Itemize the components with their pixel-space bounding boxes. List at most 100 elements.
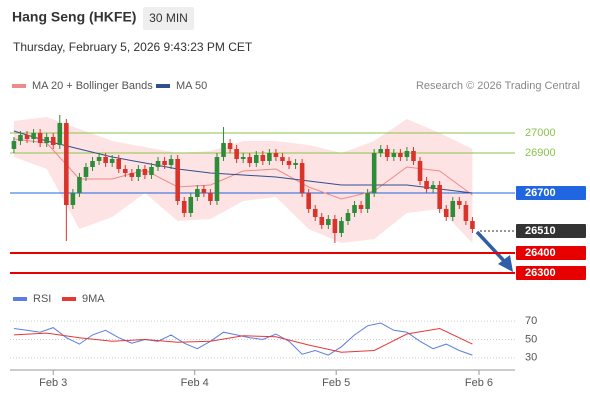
candle-body [142, 169, 148, 175]
candle-body [443, 209, 449, 217]
candle-body [103, 157, 108, 163]
level-label: 26700 [525, 187, 556, 199]
candle-body [391, 153, 397, 157]
candle-body [273, 153, 279, 157]
candle-body [136, 169, 141, 177]
candle-body [129, 173, 135, 177]
candle-body [450, 201, 456, 217]
candle-body [463, 205, 469, 221]
candle-body [162, 161, 167, 165]
ma-line [13, 138, 473, 200]
level-box [516, 246, 586, 260]
candle-body [149, 167, 154, 175]
candle-body [116, 159, 122, 169]
candle-body [18, 135, 23, 141]
candle-body [57, 123, 63, 145]
candle-body [424, 181, 429, 189]
candle-body [214, 157, 220, 201]
candle-body [286, 161, 292, 165]
last-price-box [516, 224, 586, 238]
x-tick-label: Feb 6 [465, 377, 493, 389]
candle-body [44, 137, 49, 143]
candle-body [437, 185, 442, 209]
candle-body [122, 169, 128, 173]
candle-body [234, 149, 239, 159]
candle-body [37, 133, 43, 143]
legend-label: MA 50 [176, 80, 207, 92]
candle-body [398, 153, 403, 157]
candle-body [293, 163, 298, 165]
candle-body [457, 201, 462, 205]
candle-body [195, 189, 200, 197]
candle-body [247, 157, 253, 163]
candle-body [404, 151, 410, 157]
candle-body [319, 217, 325, 225]
candle-body [339, 221, 344, 233]
candle-body [345, 213, 351, 221]
candle-body [109, 159, 115, 163]
candle-body [470, 221, 475, 229]
candle-body [260, 155, 266, 161]
legend-label: MA 20 + Bollinger Bands [32, 80, 153, 92]
level-label: 26300 [525, 267, 556, 279]
interval-badge [143, 7, 194, 30]
candle-body [267, 153, 272, 161]
candle-body [201, 189, 207, 193]
candle-body [240, 157, 246, 159]
candle-body [24, 135, 30, 139]
candle-body [378, 149, 384, 153]
source: Research © 2026 Trading Central [416, 80, 580, 92]
candle-body [221, 143, 226, 157]
candle-body [299, 163, 305, 193]
level-label: 26900 [525, 147, 556, 159]
level-box [516, 266, 586, 280]
candle-body [417, 161, 423, 181]
candle-body [253, 155, 259, 163]
candle-body [306, 193, 311, 209]
y-tick-label: 50 [525, 333, 537, 345]
legend-label: 9MA [82, 293, 105, 305]
candle-body [365, 193, 370, 209]
level-label: 27000 [525, 127, 556, 139]
candle-body [96, 157, 102, 161]
candle-body [77, 177, 82, 193]
candle-body [83, 167, 89, 177]
candle-body [11, 141, 17, 149]
timestamp: Thursday, February 5, 2026 9:43:23 PM CE… [13, 40, 253, 54]
candle-body [358, 205, 364, 209]
x-tick-label: Feb 5 [322, 377, 350, 389]
candle-body [64, 123, 69, 205]
x-tick-label: Feb 4 [181, 377, 209, 389]
level-box [516, 186, 586, 200]
y-tick-label: 70 [525, 315, 537, 327]
candle-body [175, 159, 180, 201]
x-tick-label: Feb 3 [39, 377, 67, 389]
candle-body [411, 151, 416, 161]
candle-body [371, 153, 377, 193]
y-tick-label: 30 [525, 352, 537, 364]
candle-body [326, 219, 331, 225]
rsi-line [13, 327, 473, 353]
legend-label: RSI [33, 293, 51, 305]
candle-body [188, 197, 194, 213]
interval: 30 MIN [149, 11, 188, 25]
candle-body [50, 137, 56, 145]
candle-body [332, 219, 338, 233]
candle-body [384, 149, 390, 157]
level-label: 26400 [525, 247, 556, 259]
candle-body [352, 205, 357, 213]
candle-body [70, 193, 76, 205]
candle-body [181, 201, 187, 213]
candle-body [208, 193, 213, 201]
candle-body [280, 157, 285, 161]
candle-body [168, 159, 174, 165]
arrow-head [498, 255, 513, 272]
candle-body [155, 161, 161, 167]
last-price-label: 26510 [525, 225, 556, 237]
arrow [475, 230, 508, 265]
candle-body [227, 143, 233, 149]
bollinger-band [13, 117, 473, 243]
candle-body [90, 161, 95, 167]
candle-body [430, 185, 436, 189]
